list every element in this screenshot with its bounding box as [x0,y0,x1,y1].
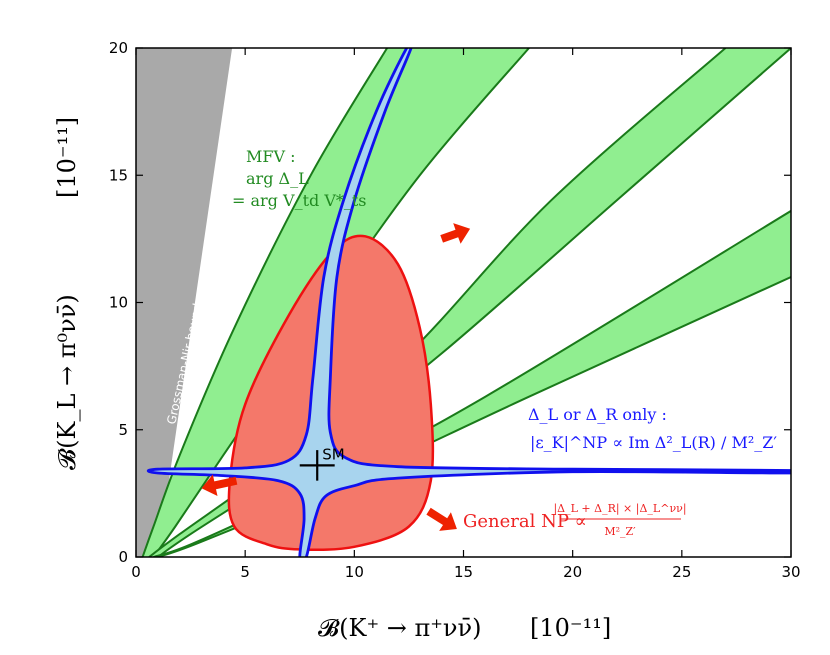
arrow-3 [426,507,457,531]
sm-label: SM [322,445,344,463]
mfv-band-2 [149,48,791,557]
cross-layer [146,48,791,557]
plot-area: SM [136,48,791,557]
grossman-nir-region [136,48,233,557]
x-tick-label: 20 [563,563,582,581]
y-tick-label: 5 [118,421,128,439]
arrows-layer [201,223,471,531]
x-axis-unit: [10⁻¹¹] [530,614,611,642]
x-tick-label: 25 [672,563,691,581]
mfv-band-2-lower-edge [157,48,791,557]
arrow-1 [440,223,471,244]
mfv-band-1-upper-edge [141,48,388,557]
grossman-nir-layer [136,48,233,557]
delta-lr-region [146,48,791,557]
x-tick-label: 5 [240,563,250,581]
x-tick-label: 15 [454,563,473,581]
y-tick-label: 20 [109,39,128,57]
y-axis-unit: [10⁻¹¹] [53,117,81,198]
general-np-annotation: General NP ∝ [463,511,587,532]
mfv-annotation-line1: MFV : [246,147,296,166]
x-tick-label: 30 [781,563,800,581]
x-tick-label: 10 [345,563,364,581]
delta-annotation-line2: |ε_K|^NP ∝ Im Δ²_L(R) / M²_Z′ [530,433,777,452]
x-axis-label: 𝓑(K⁺ → π⁺νν̄) [318,614,481,642]
ticks-layer: 0 5 10 15 20 25 30 0 5 10 15 20 [109,39,801,581]
mfv-annotation-line2: arg Δ_L [246,169,309,188]
y-tick-label: 0 [118,548,128,566]
y-tick-label: 15 [109,166,128,184]
general-np-numerator: |Δ_L + Δ_R| × |Δ_L^νν| [553,502,686,516]
mfv-annotation-line3: = arg V_td V*_ts [232,191,367,210]
x-tick-label: 0 [131,563,141,581]
delta-annotation-line1: Δ_L or Δ_R only : [528,405,667,424]
y-tick-label: 10 [109,294,128,312]
arrow-2 [201,474,238,496]
y-axis-label: 𝓑(K_L → π⁰νν̄) [53,294,81,470]
sm-layer: SM [299,445,345,481]
general-np-denominator: M²_Z′ [604,525,636,538]
